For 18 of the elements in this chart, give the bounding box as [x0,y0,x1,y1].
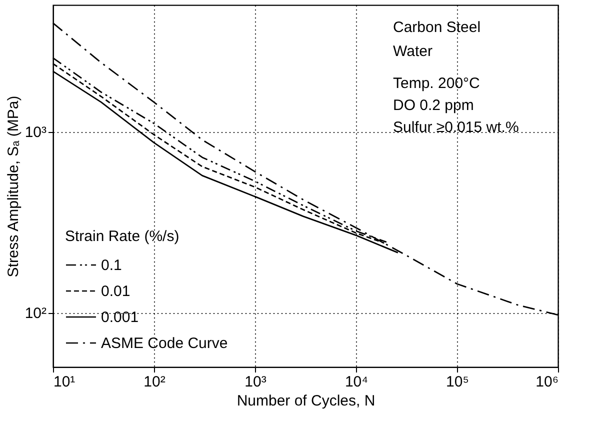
legend-label: 0.1 [101,257,122,274]
x-tick-label: 10¹ [54,374,76,390]
x-tick-label: 10⁴ [344,374,368,390]
annotation: Sulfur ≥0.015 wt.% [393,119,519,136]
x-axis-title: Number of Cycles, N [236,392,376,410]
annotation: Temp. 200°C [393,75,480,92]
annotation: Carbon Steel [393,19,481,36]
legend-label: 0.001 [101,309,139,326]
legend-label: 0.01 [101,283,130,300]
legend-label: ASME Code Curve [101,335,228,352]
annotation: DO 0.2 ppm [393,97,474,114]
x-tick-label: 10⁵ [446,374,469,390]
x-tick-label: 10² [144,374,166,390]
x-tick-label: 10³ [244,374,266,390]
legend-title: Strain Rate (%/s) [65,228,180,245]
x-tick-label: 10⁶ [536,374,558,390]
y-axis-title: Stress Amplitude, Sₐ (MPa) [4,96,22,278]
annotation: Water [393,43,432,60]
